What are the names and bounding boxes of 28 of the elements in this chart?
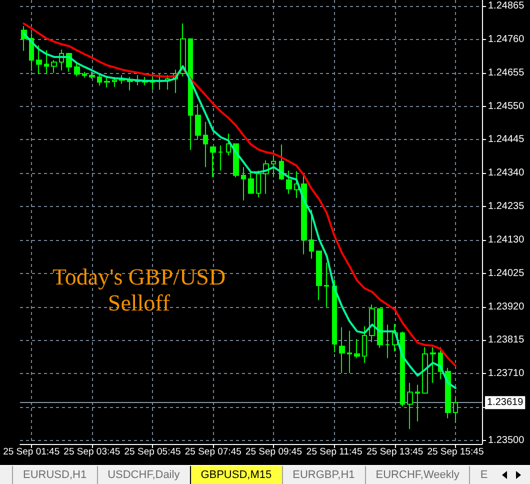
y-tick-label: 1.24340 xyxy=(488,168,525,179)
x-tick-label: 25 Sep 15:45 xyxy=(427,446,484,458)
tab: EURCHF,Weekly xyxy=(364,466,470,484)
x-tick-label: 25 Sep 13:45 xyxy=(366,446,424,458)
y-tick-label: 1.24025 xyxy=(488,268,525,279)
x-tick-label: 25 Sep 11:45 xyxy=(306,446,362,458)
x-tick-label: 25 Sep 07:45 xyxy=(184,446,242,458)
text: Today's GBP/USD Selloff xyxy=(52,264,226,316)
y-tick-label: 1.23920 xyxy=(488,301,525,312)
tab: GBPUSD,M15 xyxy=(190,466,282,484)
y-tick-label: 1.24445 xyxy=(488,134,525,146)
tab: EURUSD,H1 xyxy=(12,466,97,484)
x-tick-label: 25 Sep 01:45 xyxy=(3,446,60,458)
y-tick-label: 1.23500 xyxy=(488,435,525,446)
y-tick-label: 1.24865 xyxy=(488,0,525,12)
y-tick-label: 1.23710 xyxy=(488,368,525,380)
ref-line-label: 1.23619 xyxy=(487,397,524,408)
tab: EURGBP,H1 xyxy=(282,466,365,484)
y-tick-label: 1.24655 xyxy=(488,67,525,78)
y-tick-label: 1.24550 xyxy=(488,100,525,112)
x-tick-label: 25 Sep 03:45 xyxy=(64,446,120,458)
y-tick-label: 1.24760 xyxy=(488,34,525,45)
x-tick-label: 25 Sep 09:45 xyxy=(245,446,302,458)
tab: E xyxy=(469,466,498,484)
y-tick-label: 1.23815 xyxy=(488,334,525,346)
x-tick-label: 25 Sep 05:45 xyxy=(124,446,181,458)
y-tick-label: 1.24130 xyxy=(488,234,525,246)
y-tick-label: 1.24235 xyxy=(488,201,525,212)
